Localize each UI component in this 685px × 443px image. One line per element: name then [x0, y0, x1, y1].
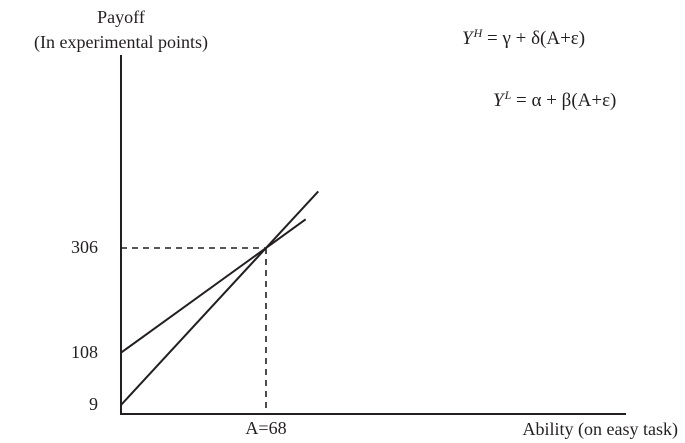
- legend-high-var: Y: [462, 28, 473, 49]
- legend-entry-high: YH = γ + δ(A+ε): [462, 26, 586, 49]
- x-axis-label: Ability (on easy task): [522, 419, 678, 439]
- legend-entry-low: YL = α + β(A+ε): [493, 88, 617, 111]
- y-tick-label: 9: [89, 394, 98, 414]
- series-line-high: [120, 190, 319, 406]
- y-axis-label-line2: (In experimental points): [34, 32, 208, 52]
- legend-high-sup: H: [473, 26, 483, 40]
- y-tick-label: 108: [71, 341, 98, 362]
- x-tick-label: A=68: [245, 418, 287, 438]
- legend-low-expr: = α + β(A+ε): [511, 90, 617, 111]
- legend-low-sup: L: [504, 88, 512, 102]
- y-tick-label: 306: [71, 237, 98, 257]
- series-line-low: [120, 218, 307, 354]
- legend-high-expr: = γ + δ(A+ε): [482, 28, 586, 49]
- legend-low-var: Y: [493, 90, 504, 111]
- y-axis-label-line1: Payoff: [97, 7, 145, 27]
